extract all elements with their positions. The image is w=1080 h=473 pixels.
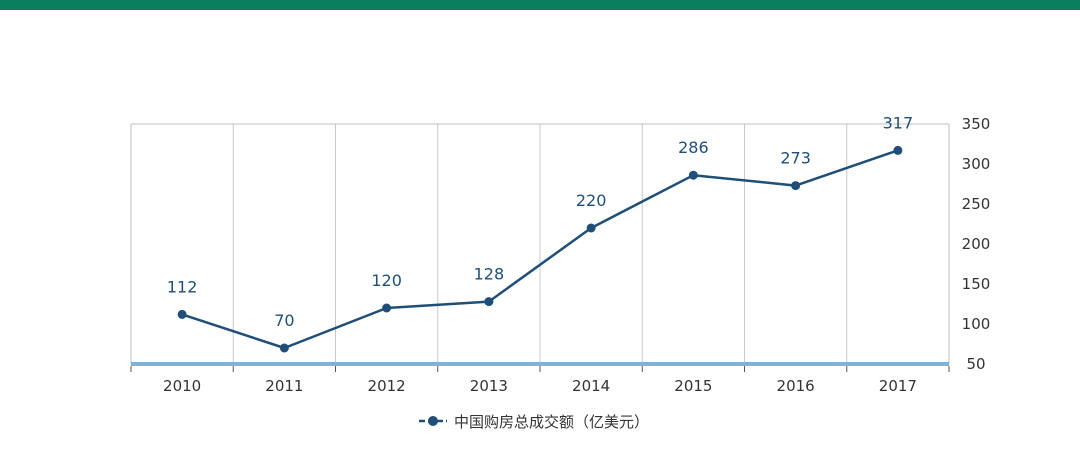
data-label: 220 <box>576 191 607 210</box>
data-point <box>279 343 289 353</box>
y-tick-label: 300 <box>962 155 991 173</box>
x-tick-label: 2017 <box>879 377 917 395</box>
data-point <box>382 303 392 313</box>
data-label: 317 <box>883 113 914 132</box>
y-tick-label: 100 <box>962 315 991 333</box>
legend-marker-icon <box>419 416 447 426</box>
data-point <box>893 145 903 155</box>
x-tick-label: 2016 <box>777 377 815 395</box>
y-tick-label: 50 <box>966 355 985 373</box>
data-label: 70 <box>274 311 294 330</box>
x-tick-label: 2013 <box>470 377 508 395</box>
data-point <box>484 297 494 307</box>
top-accent-bar <box>0 0 1080 10</box>
data-label: 120 <box>371 271 402 290</box>
y-tick-label: 350 <box>962 115 991 133</box>
data-label: 286 <box>678 138 709 157</box>
y-tick-label: 200 <box>962 235 991 253</box>
x-tick-label: 2015 <box>674 377 712 395</box>
data-point <box>177 309 187 319</box>
data-point <box>791 181 801 191</box>
x-tick-label: 2012 <box>368 377 406 395</box>
x-tick-label: 2010 <box>163 377 201 395</box>
data-label: 112 <box>167 277 198 296</box>
y-tick-label: 250 <box>962 195 991 213</box>
x-tick-label: 2014 <box>572 377 610 395</box>
data-point <box>688 170 698 180</box>
series-line <box>181 149 899 350</box>
legend-label: 中国购房总成交额（亿美元） <box>454 412 650 431</box>
legend: 中国购房总成交额（亿美元） <box>418 409 649 433</box>
y-tick-label: 150 <box>962 275 991 293</box>
data-point <box>586 223 596 233</box>
x-tick-label: 2011 <box>265 377 303 395</box>
data-label: 273 <box>780 149 811 168</box>
data-label: 128 <box>474 265 505 284</box>
